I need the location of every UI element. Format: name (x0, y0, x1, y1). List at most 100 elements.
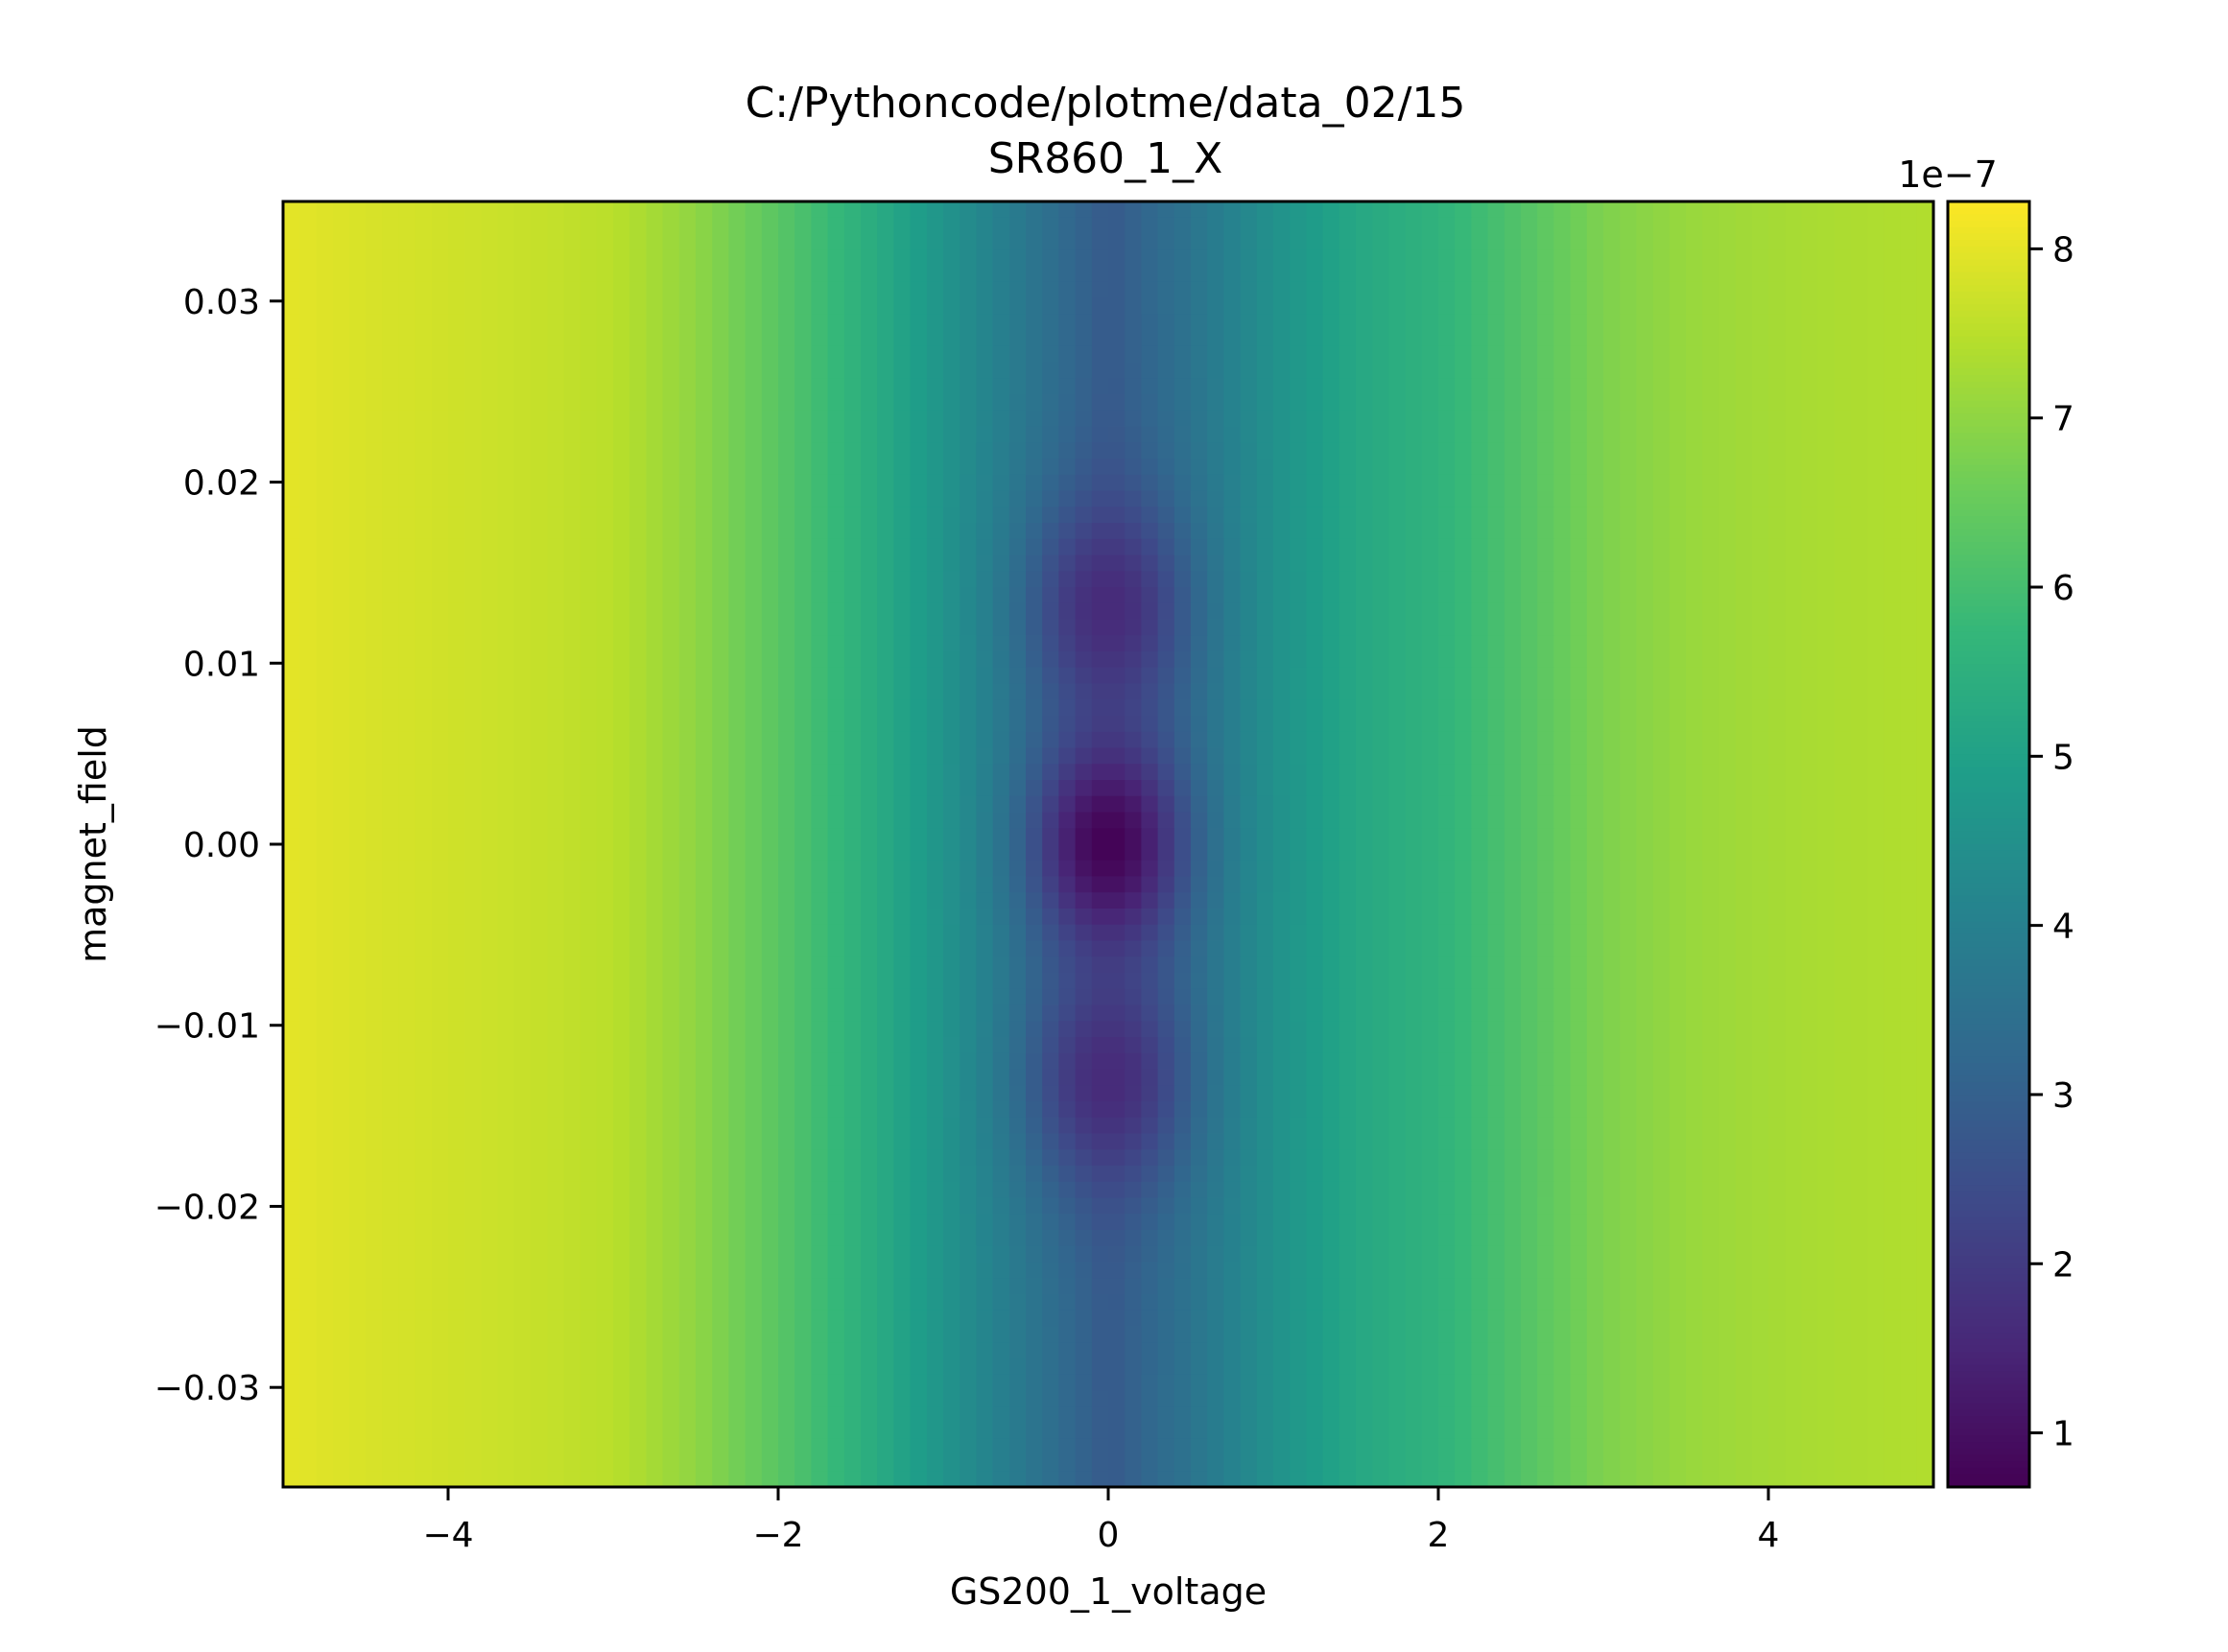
heatmap-cell (827, 410, 845, 428)
heatmap-cell (1339, 909, 1357, 926)
heatmap-cell (1636, 747, 1654, 765)
heatmap-cell (1669, 410, 1687, 428)
heatmap-cell (943, 490, 960, 507)
heatmap-cell (1900, 892, 1918, 909)
heatmap-cell (1240, 780, 1258, 797)
heatmap-cell (1042, 764, 1059, 781)
heatmap-cell (811, 266, 829, 283)
heatmap-cell (316, 490, 334, 507)
heatmap-cell (1686, 602, 1703, 621)
heatmap-cell (1405, 909, 1423, 926)
heatmap-cell (1141, 956, 1159, 974)
heatmap-cell (1817, 474, 1836, 492)
heatmap-cell (1537, 924, 1554, 942)
heatmap-cell (1306, 731, 1324, 749)
heatmap-cell (1157, 747, 1175, 765)
heatmap-cell (1290, 699, 1307, 717)
heatmap-cell (1570, 602, 1588, 621)
heatmap-cell (1388, 362, 1407, 379)
heatmap-cell (1356, 201, 1373, 219)
heatmap-cell (1421, 266, 1439, 283)
heatmap-cell (1339, 442, 1357, 460)
heatmap-cell (1636, 330, 1654, 347)
heatmap-cell (778, 764, 795, 781)
heatmap-cell (497, 812, 515, 829)
heatmap-cell (1273, 538, 1291, 556)
heatmap-cell (910, 394, 928, 412)
heatmap-cell (761, 587, 779, 604)
heatmap-cell (1570, 555, 1588, 572)
heatmap-cell (1718, 812, 1737, 829)
heatmap-cell (893, 956, 912, 974)
heatmap-cell (843, 635, 862, 652)
heatmap-cell (1702, 523, 1719, 540)
heatmap-cell (1702, 651, 1719, 669)
heatmap-cell (646, 828, 664, 845)
heatmap-cell (513, 828, 532, 845)
heatmap-cell (1042, 828, 1059, 845)
heatmap-cell (1405, 459, 1423, 476)
heatmap-cell (332, 667, 350, 685)
heatmap-cell (794, 699, 812, 717)
heatmap-cell (1603, 249, 1621, 267)
heatmap-cell (992, 747, 1010, 765)
heatmap-cell (1306, 314, 1324, 331)
heatmap-cell (827, 602, 845, 621)
heatmap-cell (811, 571, 829, 588)
heatmap-cell (497, 651, 515, 669)
heatmap-cell (398, 909, 416, 926)
heatmap-cell (1240, 281, 1258, 299)
heatmap-cell (1256, 266, 1274, 283)
heatmap-cell (398, 249, 416, 267)
heatmap-cell (926, 860, 944, 878)
heatmap-cell (629, 699, 647, 717)
heatmap-cell (1801, 764, 1819, 781)
heatmap-cell (1735, 892, 1753, 909)
heatmap-cell (646, 362, 664, 379)
heatmap-cell (1438, 699, 1456, 717)
heatmap-cell (629, 844, 647, 861)
heatmap-cell (1586, 523, 1604, 540)
heatmap-cell (1322, 716, 1340, 733)
heatmap-cell (1537, 683, 1554, 700)
heatmap-cell (1487, 345, 1505, 364)
heatmap-cell (1686, 988, 1703, 1006)
heatmap-cell (299, 828, 317, 845)
heatmap-cell (1421, 217, 1439, 235)
heatmap-cell (1900, 555, 1918, 572)
heatmap-cell (1817, 860, 1836, 878)
heatmap-cell (1438, 217, 1456, 235)
heatmap-cell (1718, 731, 1737, 749)
heatmap-cell (1075, 459, 1093, 476)
heatmap-cell (827, 651, 845, 669)
heatmap-cell (1636, 555, 1654, 572)
heatmap-cell (1339, 394, 1357, 412)
heatmap-cell (1801, 555, 1819, 572)
heatmap-cell (513, 764, 532, 781)
heatmap-cell (1636, 860, 1654, 878)
heatmap-cell (1718, 378, 1737, 395)
heatmap-cell (1356, 699, 1373, 717)
heatmap-cell (794, 988, 812, 1006)
heatmap-cell (1521, 747, 1538, 765)
heatmap-cell (976, 378, 994, 395)
heatmap-cell (348, 892, 367, 909)
heatmap-cell (1339, 266, 1357, 283)
heatmap-cell (1388, 940, 1407, 957)
heatmap-cell (1669, 297, 1687, 315)
heatmap-cell (1388, 507, 1407, 524)
heatmap-cell (1916, 314, 1934, 331)
heatmap-cell (497, 459, 515, 476)
heatmap-cell (1652, 474, 1671, 492)
heatmap-cell (1686, 940, 1703, 957)
heatmap-cell (1603, 297, 1621, 315)
heatmap-cell (745, 249, 763, 267)
heatmap-cell (1455, 844, 1472, 861)
heatmap-cell (1834, 555, 1852, 572)
heatmap-cell (1504, 844, 1522, 861)
heatmap-cell (1686, 297, 1703, 315)
heatmap-cell (1686, 507, 1703, 524)
heatmap-cell (464, 602, 482, 621)
heatmap-cell (1735, 410, 1753, 428)
heatmap-cell (696, 812, 713, 829)
